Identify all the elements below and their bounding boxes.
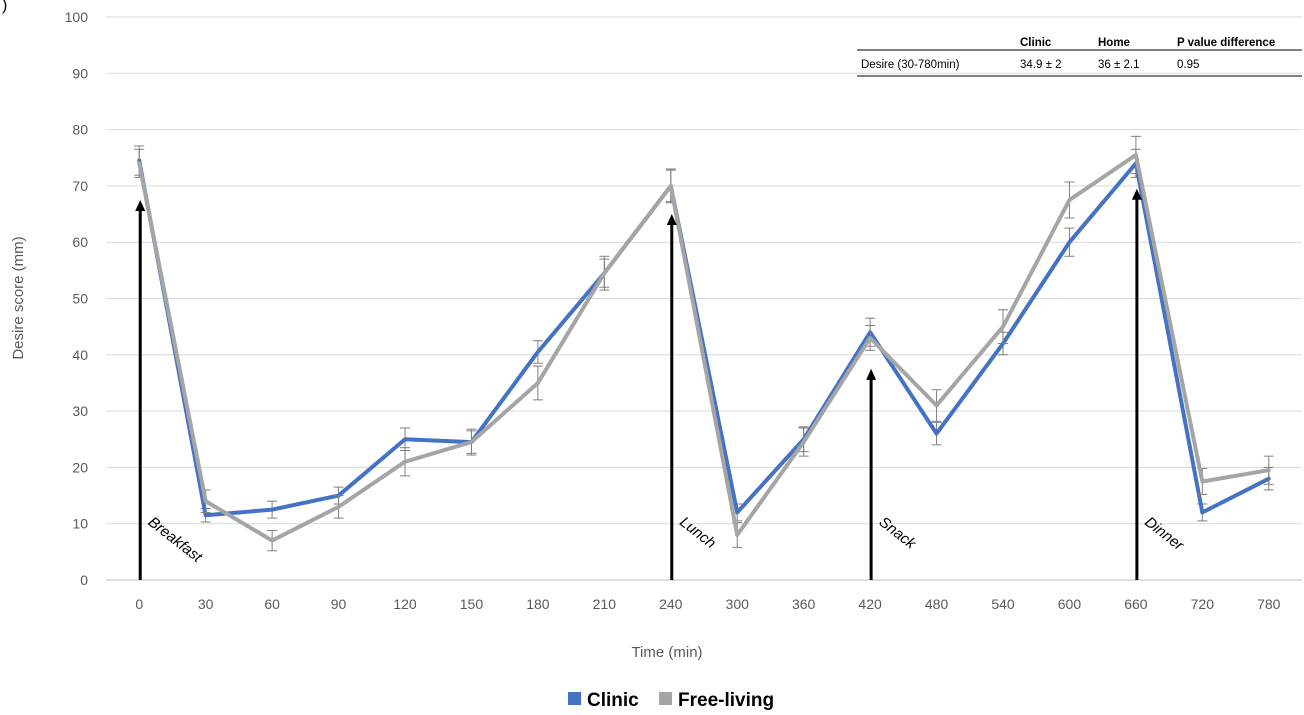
- table-row-label: Desire (30-780min): [861, 59, 960, 71]
- x-tick-label: 600: [1058, 596, 1082, 612]
- y-tick-label: 80: [72, 122, 88, 138]
- table-cell-pvalue: 0.95: [1177, 59, 1199, 71]
- meal-annotations: Breakfast Lunch Snack Dinner: [135, 188, 1188, 580]
- x-tick-label: 300: [726, 596, 750, 612]
- meal-label: Snack: [876, 513, 921, 553]
- corner-label: ): [2, 0, 7, 14]
- y-tick-label: 70: [72, 178, 88, 194]
- x-tick-label: 30: [198, 596, 214, 612]
- y-tick-label: 50: [72, 291, 88, 307]
- table-cell-clinic: 34.9 ± 2: [1020, 59, 1061, 71]
- y-tick-label: 40: [72, 347, 88, 363]
- x-tick-label: 360: [792, 596, 816, 612]
- legend-swatch-free-living: [659, 692, 672, 705]
- y-axis-title: Desire score (mm): [10, 236, 27, 359]
- x-tick-label: 540: [991, 596, 1015, 612]
- inset-table: Clinic Home P value difference Desire (3…: [857, 37, 1302, 77]
- y-tick-label: 20: [72, 459, 88, 475]
- y-tick-labels: 0 10 20 30 40 50 60 70 80 90 100: [65, 9, 89, 588]
- meal-arrow-head: [866, 368, 877, 380]
- meal-label: Dinner: [1141, 513, 1187, 554]
- x-tick-label: 210: [593, 596, 617, 612]
- annotation-breakfast: Breakfast: [135, 199, 206, 580]
- x-tick-label: 420: [858, 596, 882, 612]
- x-tick-label: 660: [1124, 596, 1148, 612]
- x-tick-label: 180: [526, 596, 550, 612]
- table-header-pvalue: P value difference: [1177, 37, 1275, 49]
- y-tick-label: 10: [72, 516, 88, 532]
- x-tick-label: 480: [925, 596, 949, 612]
- legend-label-clinic: Clinic: [587, 690, 639, 711]
- series-clinic: [134, 145, 1274, 523]
- x-tick-label: 60: [264, 596, 280, 612]
- legend-label-free-living: Free-living: [678, 690, 774, 711]
- x-tick-label: 240: [659, 596, 683, 612]
- x-tick-label: 720: [1191, 596, 1215, 612]
- meal-label: Breakfast: [145, 513, 206, 566]
- x-tick-label: 120: [393, 596, 417, 612]
- x-tick-label: 780: [1257, 596, 1281, 612]
- x-tick-labels: 0 30 60 90 120 150 180 210 240 300 360 420 480 540 600…: [135, 596, 1280, 612]
- y-tick-label: 90: [72, 65, 88, 81]
- annotation-snack: Snack: [866, 368, 921, 580]
- y-tick-label: 100: [65, 9, 89, 25]
- table-header-clinic: Clinic: [1020, 37, 1052, 49]
- table-header-home: Home: [1098, 37, 1130, 49]
- series-line: [137, 158, 1271, 518]
- series-free-living: [134, 135, 1274, 552]
- x-tick-label: 90: [331, 596, 347, 612]
- series-line: [137, 152, 1271, 543]
- gridlines: [106, 16, 1302, 581]
- table-cell-home: 36 ± 2.1: [1098, 59, 1139, 71]
- meal-arrow-head: [1131, 188, 1142, 200]
- meal-arrow-head: [666, 214, 677, 226]
- meal-arrow-head: [135, 199, 146, 211]
- y-tick-label: 60: [72, 234, 88, 250]
- legend-swatch-clinic: [568, 692, 581, 705]
- x-axis-title: Time (min): [631, 644, 702, 661]
- x-tick-label: 150: [460, 596, 484, 612]
- meal-label: Lunch: [676, 513, 719, 552]
- series-lines: [134, 135, 1274, 552]
- legend: Clinic Free-living: [568, 690, 774, 711]
- x-tick-label: 0: [135, 596, 143, 612]
- y-tick-label: 30: [72, 403, 88, 419]
- y-tick-label: 0: [80, 572, 88, 588]
